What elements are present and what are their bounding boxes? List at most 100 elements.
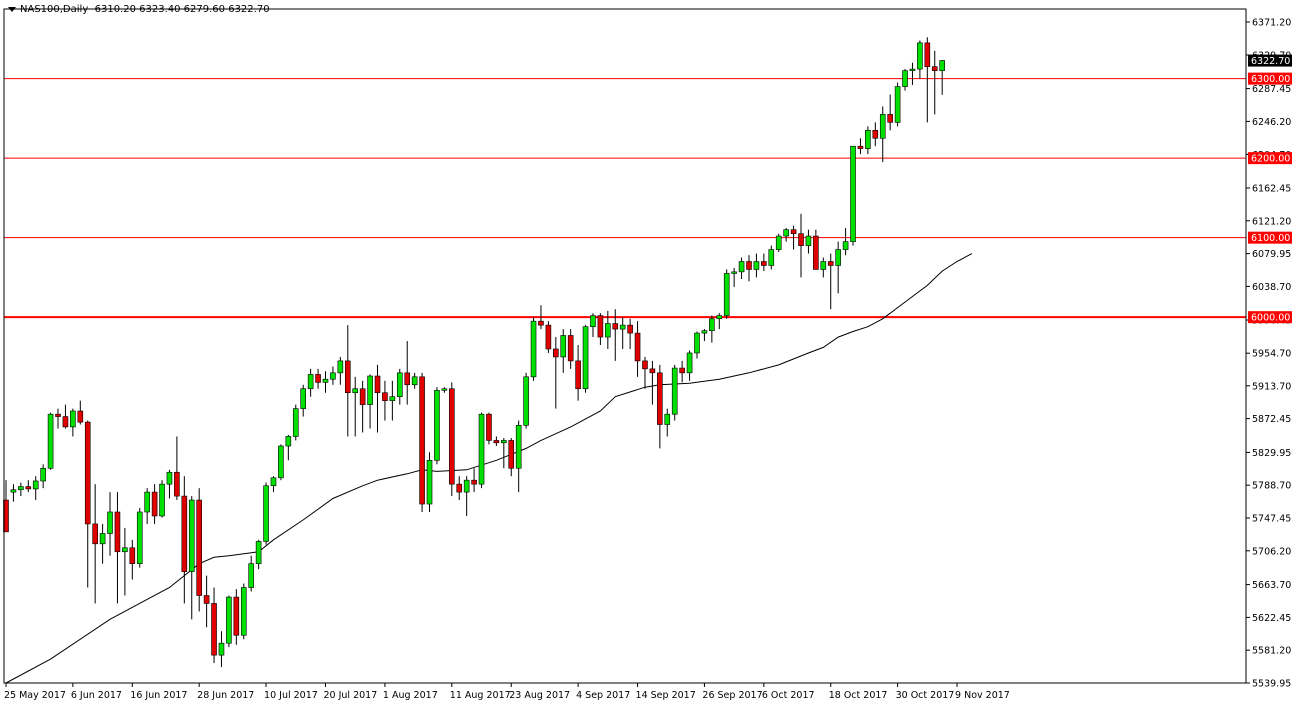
candle[interactable] bbox=[924, 37, 931, 123]
candle[interactable] bbox=[151, 484, 158, 524]
candle[interactable] bbox=[709, 315, 715, 343]
candle[interactable] bbox=[396, 368, 403, 405]
candle[interactable] bbox=[612, 309, 619, 361]
candle[interactable] bbox=[367, 374, 373, 429]
candle[interactable] bbox=[307, 368, 314, 397]
candle[interactable] bbox=[55, 408, 61, 429]
candle[interactable] bbox=[820, 257, 827, 278]
candle[interactable] bbox=[909, 62, 916, 85]
candle[interactable] bbox=[857, 138, 864, 155]
candle[interactable] bbox=[203, 575, 210, 628]
candle[interactable] bbox=[478, 412, 485, 489]
candle[interactable] bbox=[84, 420, 91, 588]
candle[interactable] bbox=[865, 126, 871, 155]
candle[interactable] bbox=[159, 480, 165, 518]
candle[interactable] bbox=[411, 372, 418, 389]
candle[interactable] bbox=[917, 40, 923, 79]
candle[interactable] bbox=[538, 305, 544, 330]
candle[interactable] bbox=[545, 321, 552, 353]
candle[interactable] bbox=[344, 325, 351, 437]
candle[interactable] bbox=[605, 310, 611, 349]
candle[interactable] bbox=[486, 412, 492, 445]
candle[interactable] bbox=[47, 412, 54, 470]
candle[interactable] bbox=[619, 317, 626, 349]
candle[interactable] bbox=[590, 313, 596, 338]
candle[interactable] bbox=[523, 372, 529, 429]
candle[interactable] bbox=[40, 464, 46, 489]
candle[interactable] bbox=[426, 452, 433, 512]
candle[interactable] bbox=[723, 269, 730, 319]
candle[interactable] bbox=[77, 400, 84, 425]
candle[interactable] bbox=[18, 482, 24, 497]
candle[interactable] bbox=[657, 364, 663, 449]
candle[interactable] bbox=[902, 69, 908, 91]
candle[interactable] bbox=[337, 356, 344, 385]
candle[interactable] bbox=[196, 488, 202, 612]
candle[interactable] bbox=[374, 364, 381, 433]
candle[interactable] bbox=[322, 371, 329, 393]
candle[interactable] bbox=[255, 539, 262, 570]
candle[interactable] bbox=[798, 213, 804, 278]
candle[interactable] bbox=[114, 492, 121, 604]
candle[interactable] bbox=[694, 331, 700, 359]
candle[interactable] bbox=[211, 587, 217, 664]
candle[interactable] bbox=[107, 492, 113, 556]
candle[interactable] bbox=[671, 364, 678, 421]
candle[interactable] bbox=[218, 631, 225, 668]
candle[interactable] bbox=[248, 555, 254, 592]
candle[interactable] bbox=[783, 228, 789, 242]
candle[interactable] bbox=[738, 257, 745, 280]
candle[interactable] bbox=[32, 476, 39, 501]
candle[interactable] bbox=[716, 313, 723, 330]
candle[interactable] bbox=[382, 380, 388, 421]
candle[interactable] bbox=[10, 484, 17, 502]
candle[interactable] bbox=[701, 329, 708, 342]
candle[interactable] bbox=[515, 420, 522, 493]
candle[interactable] bbox=[285, 434, 292, 461]
candle[interactable] bbox=[278, 444, 284, 481]
candle[interactable] bbox=[746, 255, 752, 282]
candle[interactable] bbox=[448, 382, 455, 497]
candle[interactable] bbox=[761, 253, 767, 272]
candle[interactable] bbox=[686, 350, 693, 381]
candle[interactable] bbox=[582, 325, 589, 393]
candle[interactable] bbox=[330, 366, 336, 385]
candle[interactable] bbox=[842, 228, 849, 256]
candle[interactable] bbox=[642, 356, 648, 389]
candle[interactable] bbox=[263, 482, 269, 545]
candle[interactable] bbox=[441, 387, 448, 393]
candle[interactable] bbox=[530, 317, 537, 381]
candle[interactable] bbox=[240, 583, 247, 640]
candle[interactable] bbox=[270, 476, 277, 493]
candle[interactable] bbox=[315, 368, 321, 389]
candle[interactable] bbox=[92, 484, 98, 604]
candle[interactable] bbox=[634, 321, 641, 377]
candle[interactable] bbox=[181, 476, 188, 604]
candle[interactable] bbox=[664, 408, 671, 437]
candle[interactable] bbox=[174, 436, 180, 501]
candle[interactable] bbox=[389, 380, 396, 421]
candle[interactable] bbox=[827, 253, 834, 310]
candle[interactable] bbox=[471, 468, 477, 493]
candle[interactable] bbox=[850, 145, 856, 246]
candle[interactable] bbox=[434, 387, 440, 465]
candle[interactable] bbox=[233, 589, 240, 645]
candle[interactable] bbox=[872, 122, 879, 147]
candle[interactable] bbox=[894, 82, 901, 127]
candle[interactable] bbox=[753, 253, 760, 278]
candle[interactable] bbox=[649, 360, 656, 405]
candle[interactable] bbox=[553, 337, 559, 409]
candle[interactable] bbox=[404, 341, 411, 405]
candle[interactable] bbox=[99, 523, 106, 564]
candle[interactable] bbox=[122, 527, 128, 596]
candle[interactable] bbox=[501, 438, 507, 469]
candle[interactable] bbox=[887, 94, 893, 131]
candle[interactable] bbox=[805, 229, 812, 254]
candle[interactable] bbox=[567, 329, 574, 369]
candle[interactable] bbox=[597, 313, 604, 346]
candle[interactable] bbox=[456, 476, 463, 501]
candle[interactable] bbox=[25, 480, 32, 493]
candle[interactable] bbox=[508, 438, 515, 477]
candle[interactable] bbox=[300, 384, 307, 417]
